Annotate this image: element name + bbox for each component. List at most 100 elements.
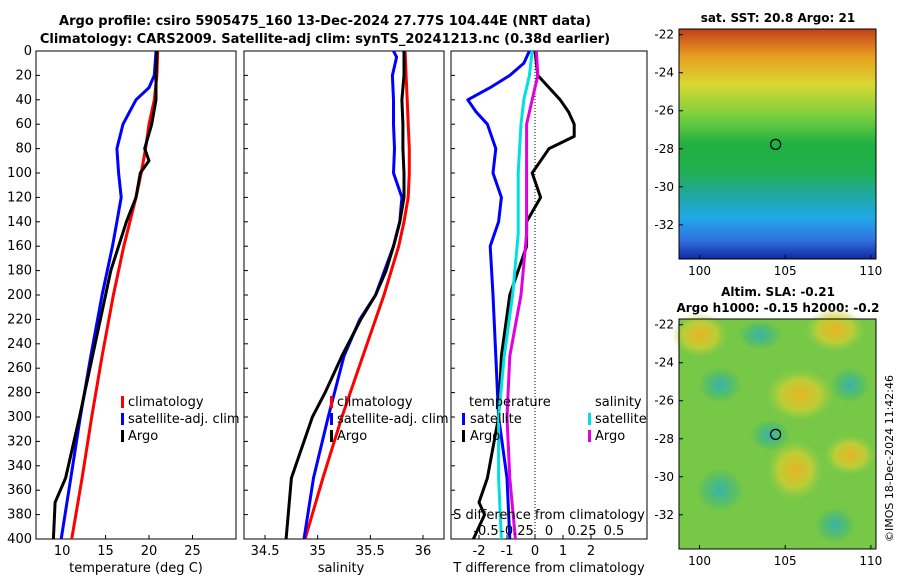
map-lon-label: 105 <box>774 554 797 568</box>
legend-argo: Argo <box>128 429 158 444</box>
sst-map-image <box>679 29 876 259</box>
map-lon-label: 110 <box>859 264 882 278</box>
series-line-s-argo <box>505 50 540 540</box>
y-tick-label: 120 <box>7 190 32 205</box>
y-tick-label: 180 <box>7 264 32 279</box>
legend-s-argo-swatch <box>588 430 591 442</box>
y-tick-label: 200 <box>7 288 32 303</box>
legend-climatology-swatch <box>121 396 124 408</box>
sla-map-title-line1: Altim. SLA: -0.21 <box>721 285 835 299</box>
map-lon-label: 110 <box>859 554 882 568</box>
y-tick-label: 340 <box>7 459 32 474</box>
temperature-panel-frame <box>35 50 237 540</box>
series-line-climatology <box>303 50 411 540</box>
x-tick-label: 35 <box>309 544 326 559</box>
legend-s-argo: Argo <box>595 429 625 444</box>
x-tick-label: -1 <box>501 544 514 559</box>
legend-climatology: climatology <box>337 395 413 410</box>
legend-climatology-swatch <box>330 396 333 408</box>
x-tick-label: 20 <box>141 544 158 559</box>
y-tick-label: 100 <box>7 166 32 181</box>
legend-t-satellite-swatch <box>462 413 465 425</box>
salinity-panel-frame <box>243 50 445 540</box>
x-tick-label: 2 <box>587 544 595 559</box>
y-tick-label: 360 <box>7 483 32 498</box>
legend-temperature-heading: temperature <box>469 395 551 410</box>
series-line-t-argo <box>472 50 576 540</box>
y-tick-label: 300 <box>7 410 32 425</box>
legend-satellite-swatch <box>121 413 124 425</box>
difference-legend: temperature satellite Argo salinity sate… <box>462 395 647 444</box>
figure-title-line1: Argo profile: csiro 5905475_160 13-Dec-2… <box>59 14 591 29</box>
series-line-argo <box>284 51 406 540</box>
x-tick-label: 1 <box>559 544 567 559</box>
y-tick-label: 60 <box>15 117 32 132</box>
map-lat-label: -30 <box>654 180 674 194</box>
s-difference-xlabel: S difference from climatology <box>453 508 645 523</box>
sst-map-frame <box>678 28 877 260</box>
figure-title-line2: Climatology: CARS2009. Satellite-adj cli… <box>39 32 611 47</box>
temperature-panel: 10 15 20 25 0 20 40 60 80 100 120 140 160 180 200 220 24… <box>7 44 201 559</box>
legend-satellite: satellite-adj. clim <box>337 412 449 427</box>
s-tick-label: 0.25 <box>568 524 597 539</box>
legend-t-argo: Argo <box>470 429 500 444</box>
map-lon-label: 100 <box>688 554 711 568</box>
y-tick-label: 0 <box>24 44 32 59</box>
legend-climatology: climatology <box>128 395 204 410</box>
x-tick-label: 0 <box>531 544 539 559</box>
legend-s-satellite-swatch <box>588 413 591 425</box>
map-lat-label: -32 <box>654 218 674 232</box>
sst-map-axes: -22 -24 -26 -28 -30 -32 100 105 110 <box>654 28 882 278</box>
y-tick-label: 40 <box>15 93 32 108</box>
map-lat-label: -22 <box>654 28 674 42</box>
map-lon-label: 100 <box>688 264 711 278</box>
salinity-legend: climatology satellite-adj. clim Argo <box>330 395 449 444</box>
legend-argo-swatch <box>121 430 124 442</box>
s-tick-label: -0.5 <box>473 524 498 539</box>
map-lat-label: -24 <box>654 356 674 370</box>
series-line-argo <box>51 50 159 540</box>
series-line-s-satellite <box>497 50 534 540</box>
series-line-t-satellite <box>466 50 531 540</box>
map-lat-label: -28 <box>654 432 674 446</box>
legend-argo-swatch <box>330 430 333 442</box>
legend-salinity-heading: salinity <box>595 395 642 410</box>
legend-t-satellite: satellite <box>470 412 522 427</box>
sst-argo-marker <box>770 138 782 150</box>
y-tick-label: 380 <box>7 508 32 523</box>
difference-panel-frame <box>450 50 648 540</box>
x-tick-label: 36 <box>415 544 432 559</box>
x-tick-label: 25 <box>184 544 201 559</box>
y-tick-label: 220 <box>7 312 32 327</box>
sla-map-image <box>672 308 876 549</box>
temperature-xlabel: temperature (deg C) <box>69 561 203 576</box>
sla-argo-marker <box>770 428 782 440</box>
s-tick-label: 0.5 <box>604 524 625 539</box>
x-tick-label: 34.5 <box>251 544 280 559</box>
difference-panel: -2 -1 0 1 2 <box>451 50 595 559</box>
sla-map-axes: -22 -24 -26 -28 -30 -32 100 105 110 <box>654 318 882 568</box>
sla-map-frame <box>678 318 877 550</box>
map-lat-label: -30 <box>654 470 674 484</box>
y-tick-label: 140 <box>7 215 32 230</box>
legend-argo: Argo <box>337 429 367 444</box>
legend-satellite-swatch <box>330 413 333 425</box>
y-tick-label: 80 <box>15 142 32 157</box>
y-tick-label: 320 <box>7 434 32 449</box>
y-tick-label: 260 <box>7 361 32 376</box>
map-lat-label: -26 <box>654 104 674 118</box>
x-tick-label: 10 <box>54 544 71 559</box>
y-tick-label: 280 <box>7 386 32 401</box>
s-tick-label: 0 <box>545 524 553 539</box>
credit-text: ©IMOS 18-Dec-2024 11:42:46 <box>883 375 896 542</box>
legend-satellite: satellite-adj. clim <box>128 412 240 427</box>
salinity-panel: 34.5 35 35.5 36 <box>244 50 432 559</box>
x-tick-label: 15 <box>97 544 114 559</box>
map-lat-label: -22 <box>654 318 674 332</box>
y-tick-label: 20 <box>15 68 32 83</box>
legend-s-satellite: satellite <box>595 412 647 427</box>
y-tick-label: 400 <box>7 532 32 547</box>
series-line-climatology <box>70 50 160 540</box>
x-tick-label: -2 <box>473 544 486 559</box>
